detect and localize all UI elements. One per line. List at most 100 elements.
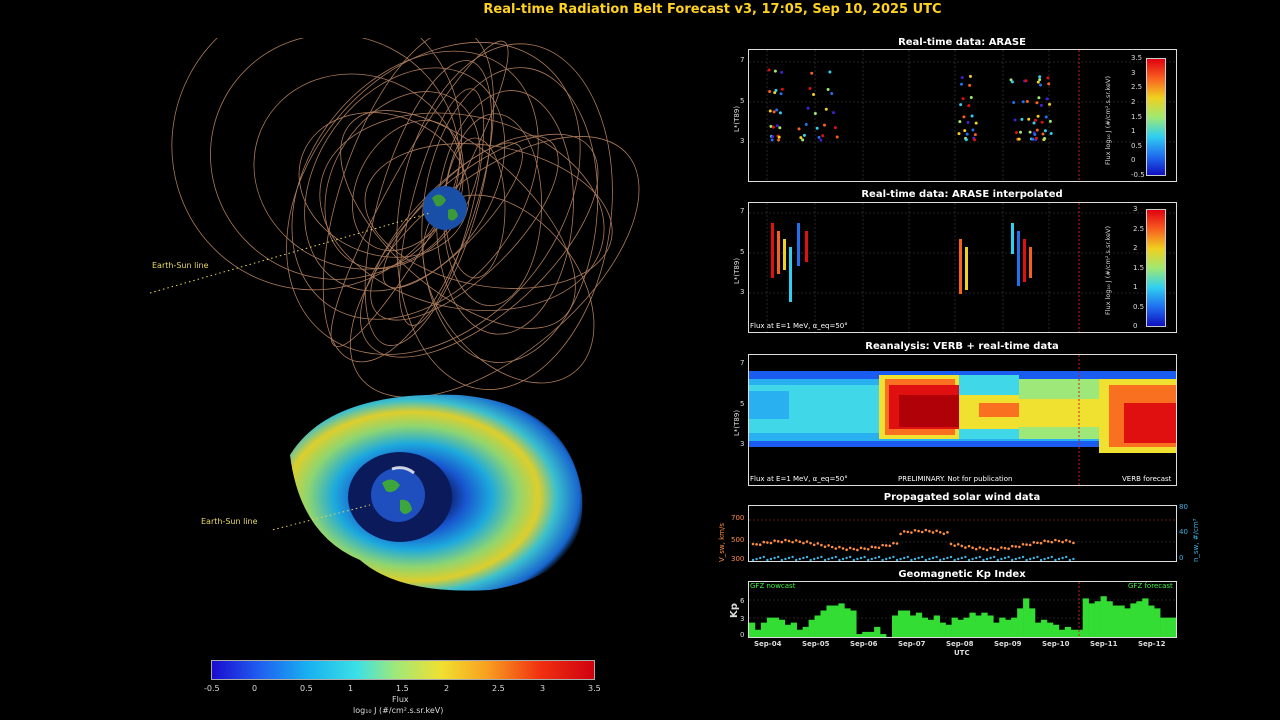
speed-point [859, 546, 863, 550]
gfz-nowcast-label: GFZ nowcast [750, 582, 796, 590]
flux-point [1048, 119, 1052, 123]
speed-point [902, 530, 906, 533]
x-tick: Sep-05 [802, 640, 830, 648]
density-point [777, 555, 780, 559]
density-point [1025, 558, 1028, 561]
flux-point [962, 115, 966, 119]
speed-point [830, 545, 834, 549]
speed-point [823, 545, 827, 549]
kp-bar [1148, 605, 1155, 637]
flux-point [775, 108, 779, 112]
flux-point [772, 110, 776, 114]
panel-title-kp: Geomagnetic Kp Index [898, 569, 1026, 580]
speed-point [794, 539, 798, 542]
speed-point [791, 540, 794, 544]
speed-point [953, 544, 956, 547]
kp-bar [915, 612, 923, 637]
kp-bar [963, 617, 970, 637]
kp-bar [1035, 622, 1042, 637]
speed-point [787, 539, 791, 543]
flux-colorbar-label: Flux [392, 695, 409, 704]
speed-point [841, 547, 845, 550]
kp-bar [1064, 626, 1072, 637]
colorbar-tick: 1 [1131, 127, 1136, 136]
flux-point [1038, 78, 1042, 82]
ytick: 5 [740, 248, 745, 256]
flux-point [1025, 100, 1029, 104]
density-point [859, 556, 863, 560]
flux-point [1031, 137, 1035, 141]
flux-point [828, 70, 832, 74]
flux-point [1039, 83, 1043, 87]
ytick: 6 [740, 597, 745, 605]
kp-bar [969, 612, 976, 637]
density-point [1003, 556, 1007, 560]
kp-bar [874, 626, 881, 637]
kp-bar [945, 624, 952, 637]
kp-bar [826, 605, 833, 637]
speed-point [766, 541, 769, 544]
density-point [1039, 558, 1043, 561]
speed-point [834, 547, 838, 550]
flux-point [804, 122, 808, 126]
density-point [881, 558, 884, 561]
flux-point [777, 135, 781, 139]
density-point [982, 558, 985, 561]
flux-point [832, 111, 836, 115]
speed-point [848, 546, 852, 550]
arase-interp-colorbar [1146, 209, 1166, 327]
kp-bar [1166, 617, 1173, 637]
density-point [791, 555, 794, 559]
kp-bar [1088, 603, 1095, 637]
density-point [831, 556, 834, 560]
density-point [867, 558, 870, 561]
flux-point [1012, 101, 1016, 105]
density-point [1050, 555, 1053, 559]
kp-bar [1023, 598, 1030, 637]
flux-point [1045, 97, 1049, 101]
flux-point [958, 120, 962, 124]
speed-point [755, 543, 758, 546]
flux-point [1037, 96, 1041, 100]
colorbar-tick: 1 [1133, 283, 1138, 291]
ytick: 40 [1179, 528, 1188, 536]
kp-bar [880, 634, 887, 637]
kp-bar [957, 619, 964, 637]
flux-bar [965, 247, 968, 290]
colorbar-tick: 3 [1133, 205, 1138, 213]
speed-point [992, 547, 996, 551]
kp-bar-chart [749, 582, 1176, 637]
kp-bar [975, 615, 982, 637]
speed-point [946, 531, 949, 534]
flux-point [1034, 118, 1038, 122]
panel-reanalysis [748, 354, 1177, 486]
flux-point [817, 135, 821, 139]
earth-icon-bottom [371, 468, 425, 522]
y-axis-label: L*(T89) [733, 257, 741, 284]
kp-bar [838, 603, 845, 637]
density-point [755, 557, 758, 561]
kp-bar [1112, 605, 1119, 637]
speed-point [758, 543, 762, 546]
kp-bar [814, 615, 821, 637]
kp-bar [802, 626, 809, 637]
panel-title-reanalysis: Reanalysis: VERB + real-time data [865, 341, 1059, 352]
speed-point [920, 530, 924, 534]
flux-point [835, 135, 839, 139]
speed-point [884, 544, 888, 547]
kp-bar [1040, 619, 1048, 637]
kp-bar [868, 631, 875, 637]
density-point [841, 557, 845, 561]
kp-bar [1130, 603, 1137, 637]
panel-title-solar-wind: Propagated solar wind data [883, 492, 1041, 503]
flux-point [1046, 76, 1050, 80]
flux-point [797, 127, 801, 131]
colorbar-tick: 2.5 [492, 684, 505, 693]
kp-bar [1046, 622, 1054, 637]
kp-bar [939, 622, 946, 637]
flux-point [968, 83, 972, 87]
flux-point [969, 96, 973, 100]
kp-bar [778, 619, 786, 637]
y-axis-label-kp: Kp [729, 603, 740, 618]
density-point [834, 555, 837, 559]
